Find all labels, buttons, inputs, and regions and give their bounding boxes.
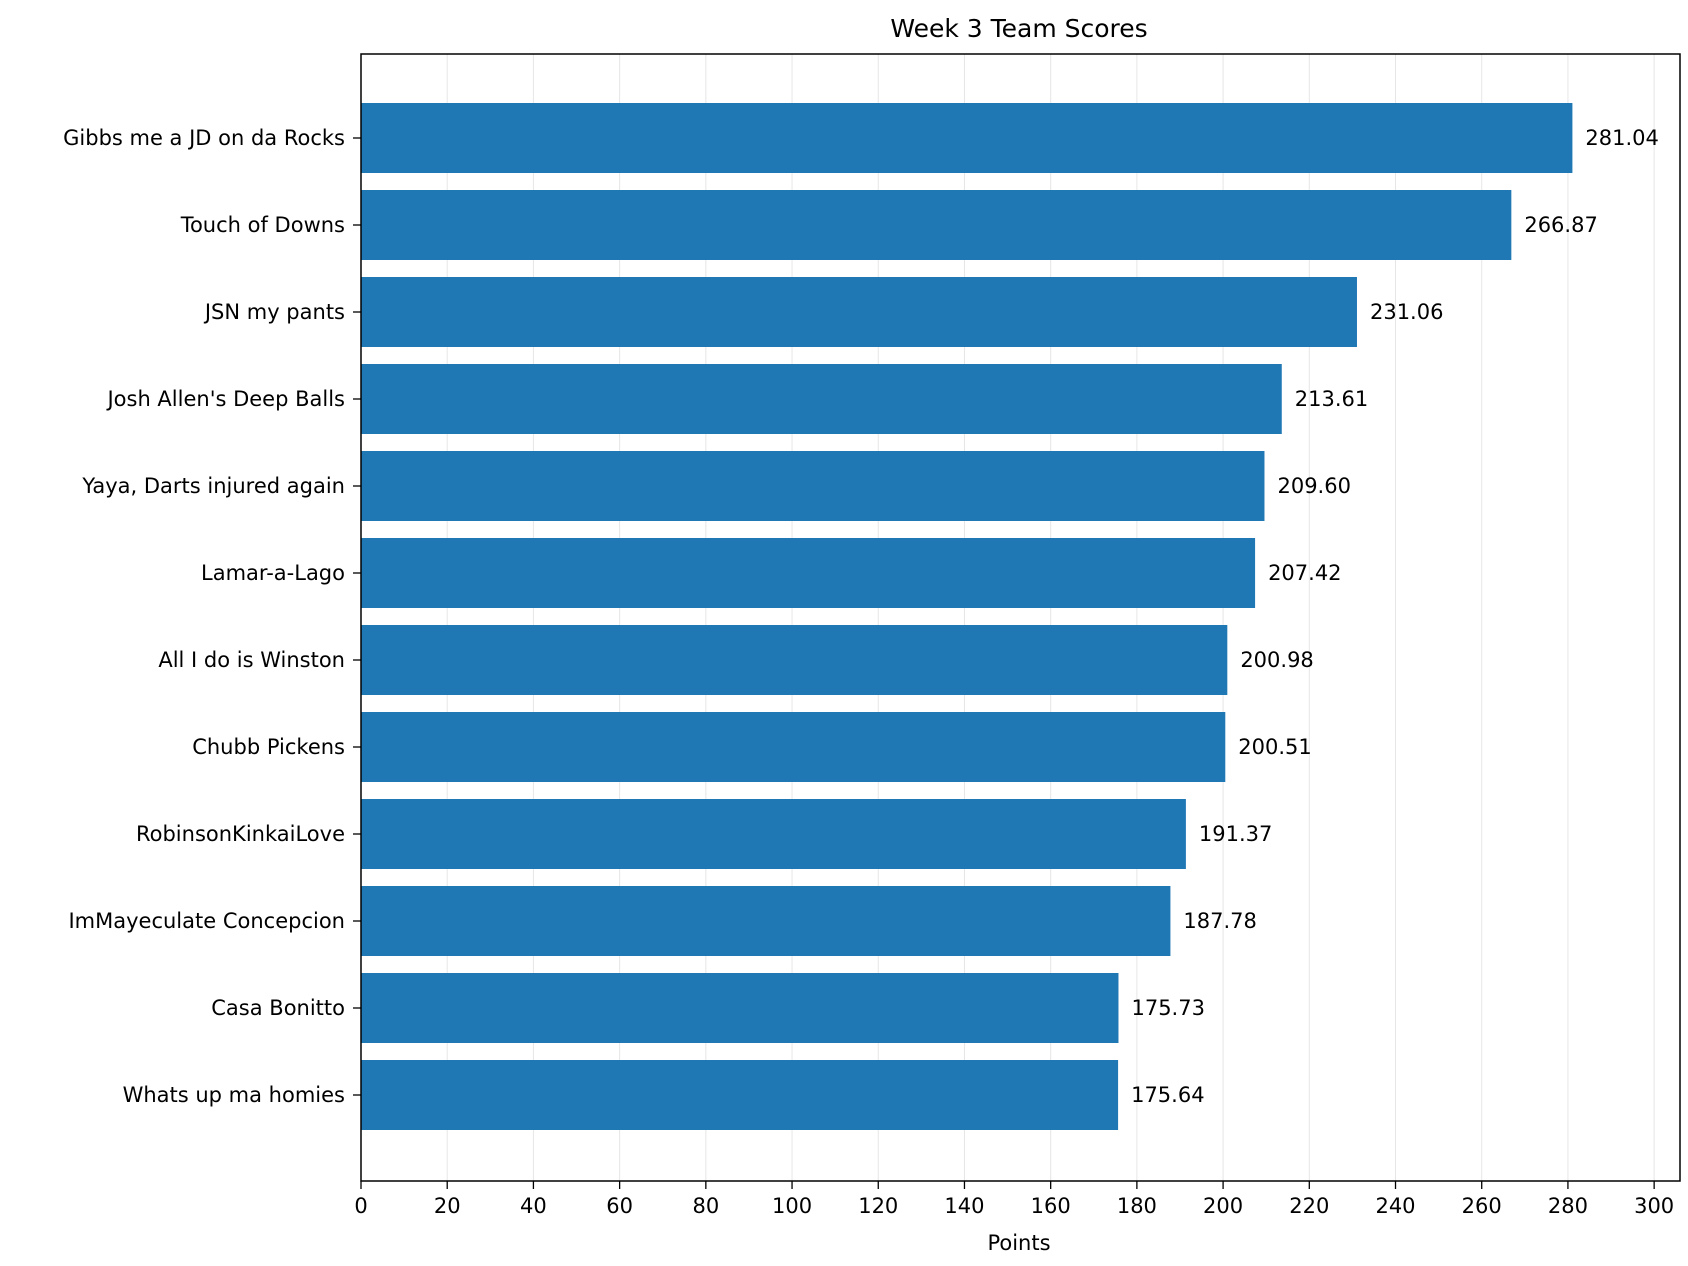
plot-frame: [360, 53, 1681, 1182]
bar-value-label: 207.42: [1268, 561, 1341, 585]
y-axis-ticks: Gibbs me a JD on da Rocks Touch of Downs J…: [63, 126, 361, 1107]
bar: [361, 712, 1226, 782]
bar: [361, 277, 1357, 347]
bar-value-label: 200.51: [1238, 735, 1311, 759]
value-labels: 281.04 266.87 231.06 213.61 209.60 207.42 200.…: [1131, 126, 1659, 1107]
bar: [361, 538, 1256, 608]
bar: [361, 1060, 1119, 1130]
x-tick-label: 280: [1548, 1194, 1588, 1218]
x-tick-label: 220: [1289, 1194, 1329, 1218]
y-tick-label: Lamar-a-Lago: [201, 561, 345, 585]
x-tick-label: 200: [1203, 1194, 1243, 1218]
x-tick-label: 60: [606, 1194, 633, 1218]
x-tick-label: 40: [520, 1194, 547, 1218]
bar: [361, 190, 1512, 260]
bar: [361, 625, 1228, 695]
x-tick-label: 20: [434, 1194, 461, 1218]
y-tick-label: Gibbs me a JD on da Rocks: [63, 126, 345, 150]
bar: [361, 364, 1282, 434]
y-tick-label: Chubb Pickens: [192, 735, 345, 759]
y-tick-label: Whats up ma homies: [123, 1083, 345, 1107]
x-tick-label: 120: [858, 1194, 898, 1218]
bar-value-label: 187.78: [1183, 909, 1256, 933]
bar-value-label: 266.87: [1524, 213, 1597, 237]
bar-value-label: 209.60: [1277, 474, 1350, 498]
y-tick-label: ImMayeculate Concepcion: [68, 909, 345, 933]
bar: [361, 886, 1171, 956]
x-tick-label: 100: [772, 1194, 812, 1218]
bar: [361, 451, 1265, 521]
x-tick-label: 0: [354, 1194, 367, 1218]
y-tick-label: Yaya, Darts injured again: [81, 474, 345, 498]
bar: [361, 799, 1186, 869]
bar-value-label: 213.61: [1295, 387, 1368, 411]
x-tick-label: 160: [1031, 1194, 1071, 1218]
bar-value-label: 231.06: [1370, 300, 1443, 324]
x-tick-label: 300: [1634, 1194, 1674, 1218]
x-tick-label: 260: [1462, 1194, 1502, 1218]
bar-value-label: 200.98: [1240, 648, 1313, 672]
bar: [361, 973, 1119, 1043]
y-tick-label: Touch of Downs: [180, 213, 345, 237]
y-tick-label: RobinsonKinkaiLove: [136, 822, 345, 846]
x-tick-label: 140: [944, 1194, 984, 1218]
y-tick-label: All I do is Winston: [158, 648, 345, 672]
bar: [361, 103, 1573, 173]
bar-value-label: 191.37: [1199, 822, 1272, 846]
y-tick-label: Josh Allen's Deep Balls: [105, 387, 345, 411]
x-tick-label: 80: [692, 1194, 719, 1218]
bar-value-label: 175.73: [1131, 996, 1204, 1020]
y-tick-label: JSN my pants: [203, 300, 345, 324]
bars: [361, 103, 1573, 1130]
x-axis-ticks: 0 20 40 60 80 100 120 140 160 180 200 220 240 260 280 3…: [354, 1181, 1674, 1218]
x-tick-label: 240: [1375, 1194, 1415, 1218]
chart-title: Week 3 Team Scores: [890, 14, 1147, 43]
y-tick-label: Casa Bonitto: [211, 996, 345, 1020]
x-axis-label: Points: [987, 1231, 1050, 1255]
x-tick-label: 180: [1117, 1194, 1157, 1218]
bar-value-label: 175.64: [1131, 1083, 1204, 1107]
bar-value-label: 281.04: [1585, 126, 1658, 150]
